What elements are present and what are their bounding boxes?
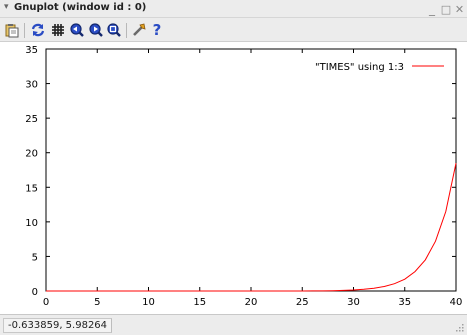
close-icon[interactable]: ✕ <box>454 2 465 16</box>
y-tick-label: 30 <box>25 80 38 91</box>
y-tick-label: 5 <box>32 252 38 263</box>
statusbar: -0.633859, 5.98264 <box>0 314 467 335</box>
autoscale-icon[interactable] <box>106 22 122 38</box>
y-tick-label: 0 <box>32 287 38 298</box>
x-tick-label: 5 <box>94 297 100 308</box>
window-menu-arrow-icon[interactable]: ▾ <box>4 2 9 12</box>
y-tick-label: 25 <box>25 114 38 125</box>
y-tick-label: 15 <box>25 183 38 194</box>
y-tick-label: 35 <box>25 45 38 56</box>
replot-icon[interactable] <box>30 22 46 38</box>
grid-icon[interactable] <box>50 22 66 38</box>
x-tick-label: 15 <box>193 297 206 308</box>
window-titlebar: ▾ Gnuplot (window id : 0) _ □ ✕ <box>0 0 467 18</box>
zoom-next-icon[interactable] <box>88 22 104 38</box>
cursor-coordinates: -0.633859, 5.98264 <box>3 318 113 333</box>
x-tick-label: 25 <box>296 297 309 308</box>
x-tick-label: 10 <box>142 297 155 308</box>
series-line <box>46 162 457 292</box>
plot-toolbar: ? <box>0 19 467 42</box>
toolbar-separator <box>126 23 127 38</box>
x-tick-label: 40 <box>450 297 463 308</box>
zoom-previous-icon[interactable] <box>69 22 85 38</box>
line-chart: 0 5 10 15 20 25 30 35 40 0 5 10 15 20 25 30 35 "TIMES" u… <box>25 45 463 308</box>
plot-border <box>45 48 457 292</box>
y-tick-label: 10 <box>25 218 38 229</box>
x-tick-label: 35 <box>398 297 411 308</box>
minimize-icon[interactable]: _ <box>429 2 435 16</box>
x-tick-label: 0 <box>43 297 49 308</box>
legend-label: "TIMES" using 1:3 <box>315 62 404 73</box>
copy-clipboard-icon[interactable] <box>4 22 20 38</box>
help-icon[interactable]: ? <box>152 21 162 39</box>
toolbar-separator <box>24 23 25 38</box>
window-title: Gnuplot (window id : 0) <box>14 2 147 13</box>
resize-grip-icon[interactable] <box>453 321 465 333</box>
settings-icon[interactable] <box>131 22 147 38</box>
y-tick-label: 20 <box>25 149 38 160</box>
x-tick-label: 20 <box>245 297 258 308</box>
plot-canvas[interactable]: 0 5 10 15 20 25 30 35 40 0 5 10 15 20 25 30 35 "TIMES" u… <box>0 42 467 314</box>
x-tick-label: 30 <box>347 297 360 308</box>
maximize-icon[interactable]: □ <box>440 2 452 16</box>
